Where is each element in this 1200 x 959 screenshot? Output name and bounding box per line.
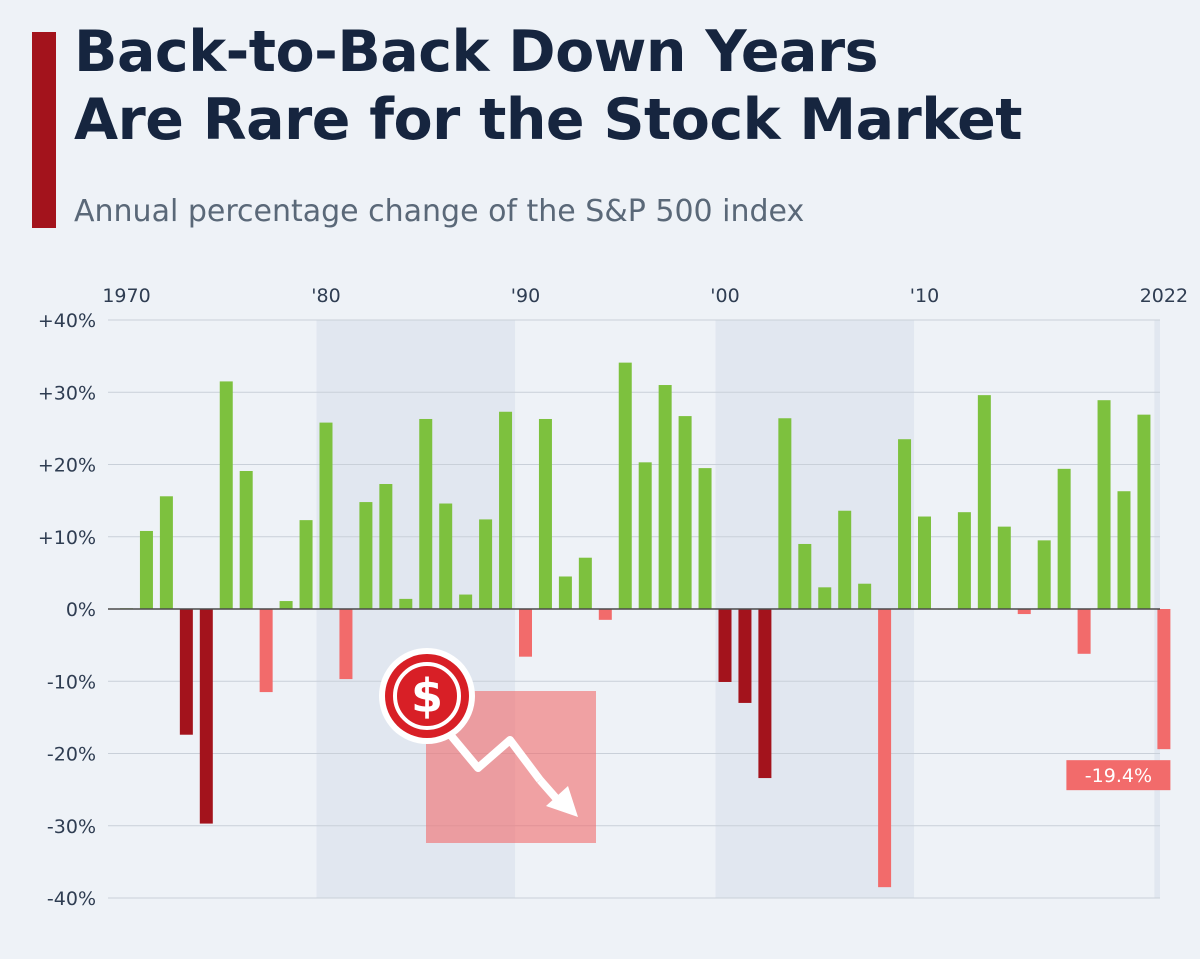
bar-2017 <box>1057 468 1071 609</box>
title-line-2: Are Rare for the Stock Market <box>74 87 1023 153</box>
bar-1998 <box>678 416 692 609</box>
bar-1975 <box>219 381 233 609</box>
bar-2008 <box>878 609 892 888</box>
bar-1976 <box>239 471 253 609</box>
x-tick-label: '90 <box>511 285 540 307</box>
bar-2015 <box>1017 609 1031 615</box>
y-tick-label: 0% <box>66 599 96 621</box>
bar-2003 <box>778 418 792 609</box>
bar-1979 <box>299 520 313 609</box>
bar-1983 <box>379 484 393 609</box>
annotation-2022: -19.4% <box>1066 760 1171 791</box>
y-tick-label: +40% <box>38 310 96 332</box>
y-tick-label: +10% <box>38 527 96 549</box>
bar-1992 <box>558 576 572 609</box>
bar-1999 <box>698 468 712 609</box>
bar-2018 <box>1077 609 1091 654</box>
bar-1981 <box>339 609 353 680</box>
y-tick-label: +30% <box>38 382 96 404</box>
chart-title: Back-to-Back Down Years Are Rare for the… <box>74 18 1023 154</box>
svg-text:$: $ <box>411 669 443 723</box>
x-tick-label: '80 <box>311 285 340 307</box>
bar-1997 <box>658 385 672 609</box>
bar-2014 <box>997 526 1011 609</box>
bar-2020 <box>1117 491 1131 609</box>
title-line-1: Back-to-Back Down Years <box>74 19 879 85</box>
bar-1984 <box>399 598 413 609</box>
bar-1977 <box>259 609 273 693</box>
bar-1994 <box>598 609 612 620</box>
accent-bar <box>32 32 56 228</box>
y-tick-label: +20% <box>38 455 96 477</box>
bar-1987 <box>459 594 473 609</box>
bar-2007 <box>858 583 872 609</box>
bar-1971 <box>139 530 153 609</box>
bar-1982 <box>359 502 373 609</box>
bar-1974 <box>199 609 213 824</box>
dollar-sign-down-trend-icon: $ <box>379 648 596 843</box>
y-tick-label: -40% <box>47 888 96 910</box>
y-tick-label: -10% <box>47 671 96 693</box>
bar-1978 <box>279 601 293 609</box>
x-tick-label: 2022 <box>1140 285 1188 307</box>
bar-1990 <box>519 609 532 657</box>
bar-2004 <box>798 543 812 609</box>
annotation-box <box>1066 760 1171 791</box>
sp500-bar-chart: +40% +30% +20% +10% 0% -10% -20% -30% -40% 1970 '… <box>38 285 1188 910</box>
bar-2010 <box>918 516 931 609</box>
y-tick-label: -30% <box>47 816 96 838</box>
bar-1988 <box>479 519 493 609</box>
bars <box>120 362 1171 888</box>
bar-2019 <box>1097 400 1111 609</box>
bar-1991 <box>538 418 552 609</box>
bar-1985 <box>419 418 433 609</box>
x-tick-label: '10 <box>910 285 939 307</box>
bar-1996 <box>638 462 652 609</box>
bar-2000 <box>718 609 732 682</box>
bar-2002 <box>758 609 772 779</box>
bar-1973 <box>179 609 193 735</box>
bar-1980 <box>319 422 333 609</box>
chart-subtitle: Annual percentage change of the S&P 500 … <box>74 194 805 229</box>
bar-2009 <box>898 439 912 609</box>
bar-1972 <box>159 496 173 609</box>
bar-2013 <box>977 395 991 609</box>
bar-2006 <box>838 510 852 609</box>
x-tick-label: 1970 <box>102 285 150 307</box>
bar-2021 <box>1137 414 1151 609</box>
bar-2012 <box>957 512 971 609</box>
bar-2022 <box>1157 609 1171 750</box>
annotation-label: -19.4% <box>1085 765 1152 787</box>
bar-1989 <box>499 411 513 609</box>
bar-1995 <box>618 362 632 609</box>
bar-2016 <box>1037 540 1051 609</box>
bar-1986 <box>439 503 453 609</box>
y-axis-labels: +40% +30% +20% +10% 0% -10% -20% -30% -40% <box>38 310 96 910</box>
y-tick-label: -20% <box>47 744 96 766</box>
bar-2001 <box>738 609 752 703</box>
x-axis-labels: 1970 '80 '90 '00 '10 2022 <box>102 285 1188 307</box>
bar-1993 <box>578 557 592 609</box>
x-tick-label: '00 <box>710 285 739 307</box>
bar-2005 <box>818 587 832 609</box>
